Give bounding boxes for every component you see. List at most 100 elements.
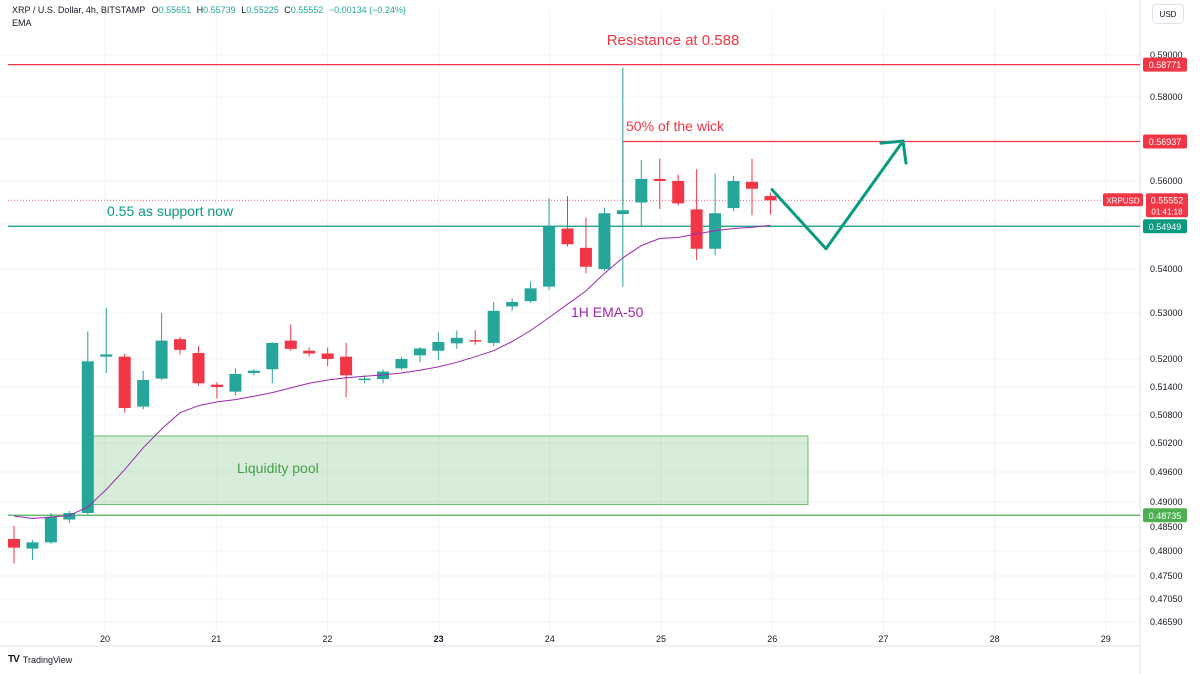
liquidity-pool-label: Liquidity pool bbox=[237, 460, 319, 476]
high-label: H bbox=[196, 5, 204, 15]
price-tick-label: 0.53000 bbox=[1150, 308, 1183, 318]
price-tick-label: 0.51400 bbox=[1150, 382, 1183, 392]
candle-body bbox=[413, 348, 426, 356]
candlestick-series bbox=[8, 67, 777, 564]
time-tick-label: 20 bbox=[100, 634, 110, 644]
price-tick-label: 0.48000 bbox=[1150, 546, 1183, 556]
price-tag-text: 0.48735 bbox=[1149, 511, 1182, 521]
close-label: C bbox=[284, 5, 291, 15]
price-tick-label: 0.50200 bbox=[1150, 438, 1183, 448]
price-tick-label: 0.48500 bbox=[1150, 522, 1183, 532]
candle-body bbox=[63, 513, 76, 520]
countdown-text: 01:41:18 bbox=[1151, 207, 1183, 216]
price-tick-label: 0.56000 bbox=[1150, 176, 1183, 186]
symbol-title[interactable]: XRP / U.S. Dollar, 4h, BITSTAMP bbox=[12, 5, 146, 15]
symbol-tag-text: XRPUSD bbox=[1106, 196, 1140, 205]
brand-name: TradingView bbox=[22, 654, 73, 665]
price-tick-label: 0.47500 bbox=[1150, 571, 1183, 581]
close-value: 0.55552 bbox=[290, 5, 324, 15]
price-tick-label: 0.47050 bbox=[1150, 594, 1183, 604]
candle-body bbox=[746, 181, 758, 189]
brand-watermark[interactable]: TV TradingView bbox=[8, 654, 72, 665]
candle-body bbox=[524, 288, 537, 302]
time-tick-label: 26 bbox=[767, 634, 777, 644]
candle-body bbox=[8, 539, 20, 548]
candle-body bbox=[340, 356, 353, 376]
time-tick-label: 25 bbox=[656, 634, 666, 644]
candle-body bbox=[506, 302, 519, 307]
candle-body bbox=[450, 337, 463, 344]
projection-path bbox=[770, 139, 905, 251]
high-value: 0.55739 bbox=[203, 5, 236, 15]
candle-body bbox=[543, 226, 556, 287]
price-tick-label: 0.52000 bbox=[1150, 354, 1183, 364]
wick-label: 50% of the wick bbox=[626, 118, 725, 134]
candle-body bbox=[358, 378, 371, 381]
candle-body bbox=[81, 361, 94, 513]
price-tick-label: 0.50800 bbox=[1150, 410, 1183, 420]
price-tick-label: 0.54000 bbox=[1150, 264, 1183, 274]
candle-body bbox=[118, 356, 131, 408]
time-axis[interactable]: 20 21 22 23 24 25 26 27 28 29 bbox=[100, 634, 1111, 644]
time-tick-label: 22 bbox=[322, 634, 332, 644]
price-tag-text: 0.54949 bbox=[1149, 222, 1182, 232]
candle-body bbox=[210, 384, 223, 387]
ema-50-line bbox=[13, 224, 771, 520]
open-value: 0.55651 bbox=[158, 5, 192, 15]
candle-body bbox=[598, 213, 611, 269]
price-tick-label: 0.58000 bbox=[1150, 92, 1183, 102]
candle-body bbox=[653, 178, 666, 181]
annotations: Resistance at 0.588 50% of the wick 0.55 a… bbox=[107, 32, 739, 476]
price-tag-support bbox=[1143, 219, 1187, 234]
arrow-head bbox=[879, 139, 908, 165]
price-tag-text: 0.58771 bbox=[1149, 60, 1182, 70]
candle-body bbox=[487, 310, 500, 343]
ema-label: 1H EMA-50 bbox=[571, 304, 644, 320]
candle-body bbox=[432, 341, 445, 351]
chart-grid bbox=[0, 0, 1141, 674]
time-tick-label: 29 bbox=[1101, 634, 1111, 644]
candle-body bbox=[321, 353, 334, 359]
liquidity-pool-rect bbox=[89, 435, 809, 505]
change-value: −0.00134 (−0.24%) bbox=[328, 5, 406, 15]
tradingview-logo-icon: TV bbox=[8, 654, 20, 665]
low-label: L bbox=[241, 5, 247, 15]
candle-body bbox=[229, 373, 242, 392]
candle-body bbox=[616, 210, 629, 215]
currency-button[interactable]: USD bbox=[1152, 4, 1184, 24]
candle-body bbox=[247, 370, 260, 373]
symbol-tag bbox=[1103, 193, 1143, 207]
candle-body bbox=[137, 380, 150, 407]
candle-body bbox=[561, 228, 574, 245]
candle-body bbox=[579, 247, 592, 267]
time-tick-label: 24 bbox=[545, 634, 555, 644]
candle-body bbox=[727, 181, 740, 209]
candle-body bbox=[174, 339, 187, 350]
price-tag-resistance bbox=[1143, 57, 1187, 72]
projection-arrow bbox=[770, 139, 908, 251]
time-tick-label: 27 bbox=[878, 634, 888, 644]
candle-body bbox=[764, 196, 777, 201]
time-tick-label: 23 bbox=[434, 634, 444, 644]
candle-body bbox=[44, 517, 57, 543]
time-tick-label: 21 bbox=[211, 634, 221, 644]
candle-body bbox=[155, 340, 168, 379]
horizontal-levels bbox=[8, 64, 1140, 516]
low-value: 0.55225 bbox=[246, 5, 279, 15]
price-tag-text: 0.56937 bbox=[1149, 137, 1182, 147]
liquidity-pool-zone bbox=[89, 435, 809, 505]
candle-body bbox=[635, 178, 648, 203]
candle-body bbox=[672, 181, 685, 204]
resistance-label: Resistance at 0.588 bbox=[607, 32, 740, 49]
candle-body bbox=[690, 209, 703, 249]
candle-body bbox=[26, 542, 39, 549]
candle-body bbox=[395, 359, 408, 369]
support-label: 0.55 as support now bbox=[107, 203, 234, 219]
price-tick-label: 0.59000 bbox=[1150, 50, 1183, 60]
candle-body bbox=[303, 350, 316, 354]
price-tag-liquidity-floor bbox=[1143, 508, 1187, 523]
candle-body bbox=[100, 354, 113, 357]
candle-body bbox=[469, 340, 482, 342]
indicator-label[interactable]: EMA bbox=[12, 18, 32, 28]
